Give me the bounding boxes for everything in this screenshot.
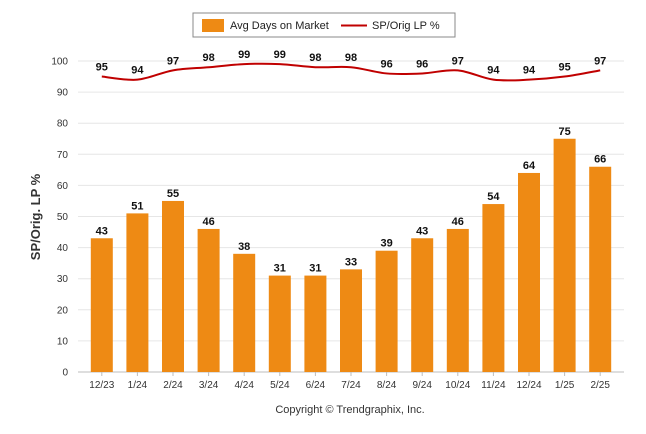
line-label-8/24: 96	[380, 58, 392, 70]
line-label-5/24: 99	[274, 49, 286, 61]
bar-label-9/24: 43	[416, 225, 428, 237]
bar-label-11/24: 54	[487, 191, 500, 203]
line-data-labels: 95 94 97 98 99 99 98 98 96 96 97 94 94 95 97	[96, 49, 607, 77]
line-label-2/24: 97	[167, 55, 179, 67]
legend-bar-label: Avg Days on Market	[230, 20, 329, 32]
legend-box	[192, 12, 456, 38]
y-tick-90: 90	[57, 88, 69, 99]
bar-label-8/24: 39	[380, 238, 392, 250]
legend: Avg Days on Market SP/Orig LP %	[192, 12, 456, 38]
bar-12/24	[518, 172, 540, 372]
x-tick-8/24: 8/24	[377, 380, 397, 391]
bar-label-2/24: 55	[167, 188, 179, 200]
line-label-11/24: 94	[487, 65, 500, 77]
line-label-6/24: 98	[309, 52, 321, 64]
bar-label-2/25: 66	[594, 154, 606, 166]
x-tick-12/24: 12/24	[516, 380, 541, 391]
x-tick-4/24: 4/24	[234, 380, 254, 391]
line-label-1/24: 94	[131, 65, 144, 77]
bar-8/24	[375, 250, 398, 372]
y-tick-0: 0	[62, 368, 68, 379]
x-tick-1/24: 1/24	[128, 380, 148, 391]
bars	[90, 138, 612, 372]
bar-label-1/24: 51	[131, 200, 143, 212]
line-label-4/24: 99	[238, 49, 250, 61]
bar-label-7/24: 33	[345, 256, 357, 268]
legend-bar-swatch	[202, 19, 224, 32]
x-tick-2/24: 2/24	[163, 380, 183, 391]
bar-1/25	[553, 138, 576, 372]
x-tick-5/24: 5/24	[270, 380, 290, 391]
bar-label-3/24: 46	[202, 216, 214, 228]
y-tick-20: 20	[57, 305, 69, 316]
line-label-10/24: 97	[452, 55, 464, 67]
y-axis-label: SP/Orig. LP %	[28, 173, 43, 260]
y-tick-80: 80	[57, 119, 69, 130]
x-tick-6/24: 6/24	[306, 380, 326, 391]
bar-label-10/24: 46	[452, 216, 464, 228]
y-tick-70: 70	[57, 150, 69, 161]
bar-10/24	[446, 228, 469, 372]
bar-9/24	[411, 238, 434, 372]
legend-line-label: SP/Orig LP %	[372, 20, 440, 32]
bar-5/24	[268, 275, 291, 372]
bar-label-12/24: 64	[523, 160, 536, 172]
x-tick-9/24: 9/24	[412, 380, 432, 391]
bar-label-12/23: 43	[96, 225, 108, 237]
x-tick-3/24: 3/24	[199, 380, 219, 391]
line-label-12/23: 95	[96, 62, 108, 74]
y-tick-10: 10	[57, 336, 69, 347]
bar-2/24	[162, 200, 184, 372]
bar-12/23	[90, 238, 113, 372]
line-label-3/24: 98	[202, 52, 214, 64]
y-tick-30: 30	[57, 274, 69, 285]
bar-data-labels: 43 51 55 46 38 31 31 33 39 43 46 54 64 75 66	[96, 126, 607, 275]
line-label-12/24: 94	[523, 65, 536, 77]
line-label-9/24: 96	[416, 58, 428, 70]
y-tick-50: 50	[57, 212, 69, 223]
copyright-credit: Copyright © Trendgraphix, Inc.	[275, 404, 424, 416]
bar-3/24	[197, 228, 220, 372]
line-series	[101, 62, 601, 82]
x-tick-7/24: 7/24	[341, 380, 361, 391]
bar-label-6/24: 31	[309, 263, 321, 275]
bar-label-1/25: 75	[558, 126, 570, 138]
y-tick-100: 100	[51, 57, 68, 68]
x-axis-ticks: 12/23 1/24 2/24 3/24 4/24 5/24 6/24 7/24 8/24 9/2…	[89, 372, 610, 391]
line-sp-orig-lp	[101, 62, 601, 82]
y-tick-40: 40	[57, 243, 69, 254]
bar-11/24	[482, 204, 505, 372]
y-axis-ticks: 0 10 20 30 40 50 60 70 80 90 100	[51, 57, 68, 379]
bar-1/24	[126, 213, 149, 372]
bar-label-5/24: 31	[274, 263, 286, 275]
bar-4/24	[233, 253, 256, 372]
y-tick-60: 60	[57, 181, 69, 192]
line-label-2/25: 97	[594, 55, 606, 67]
bar-2/25	[589, 166, 612, 372]
line-label-1/25: 95	[558, 62, 570, 74]
x-tick-2/25: 2/25	[590, 380, 610, 391]
bar-label-4/24: 38	[238, 241, 250, 253]
x-tick-10/24: 10/24	[445, 380, 470, 391]
line-label-7/24: 98	[345, 52, 357, 64]
x-tick-11/24: 11/24	[481, 380, 506, 391]
bar-7/24	[340, 269, 362, 372]
bar-6/24	[304, 275, 327, 372]
x-tick-1/25: 1/25	[555, 380, 575, 391]
x-tick-12/23: 12/23	[89, 380, 114, 391]
